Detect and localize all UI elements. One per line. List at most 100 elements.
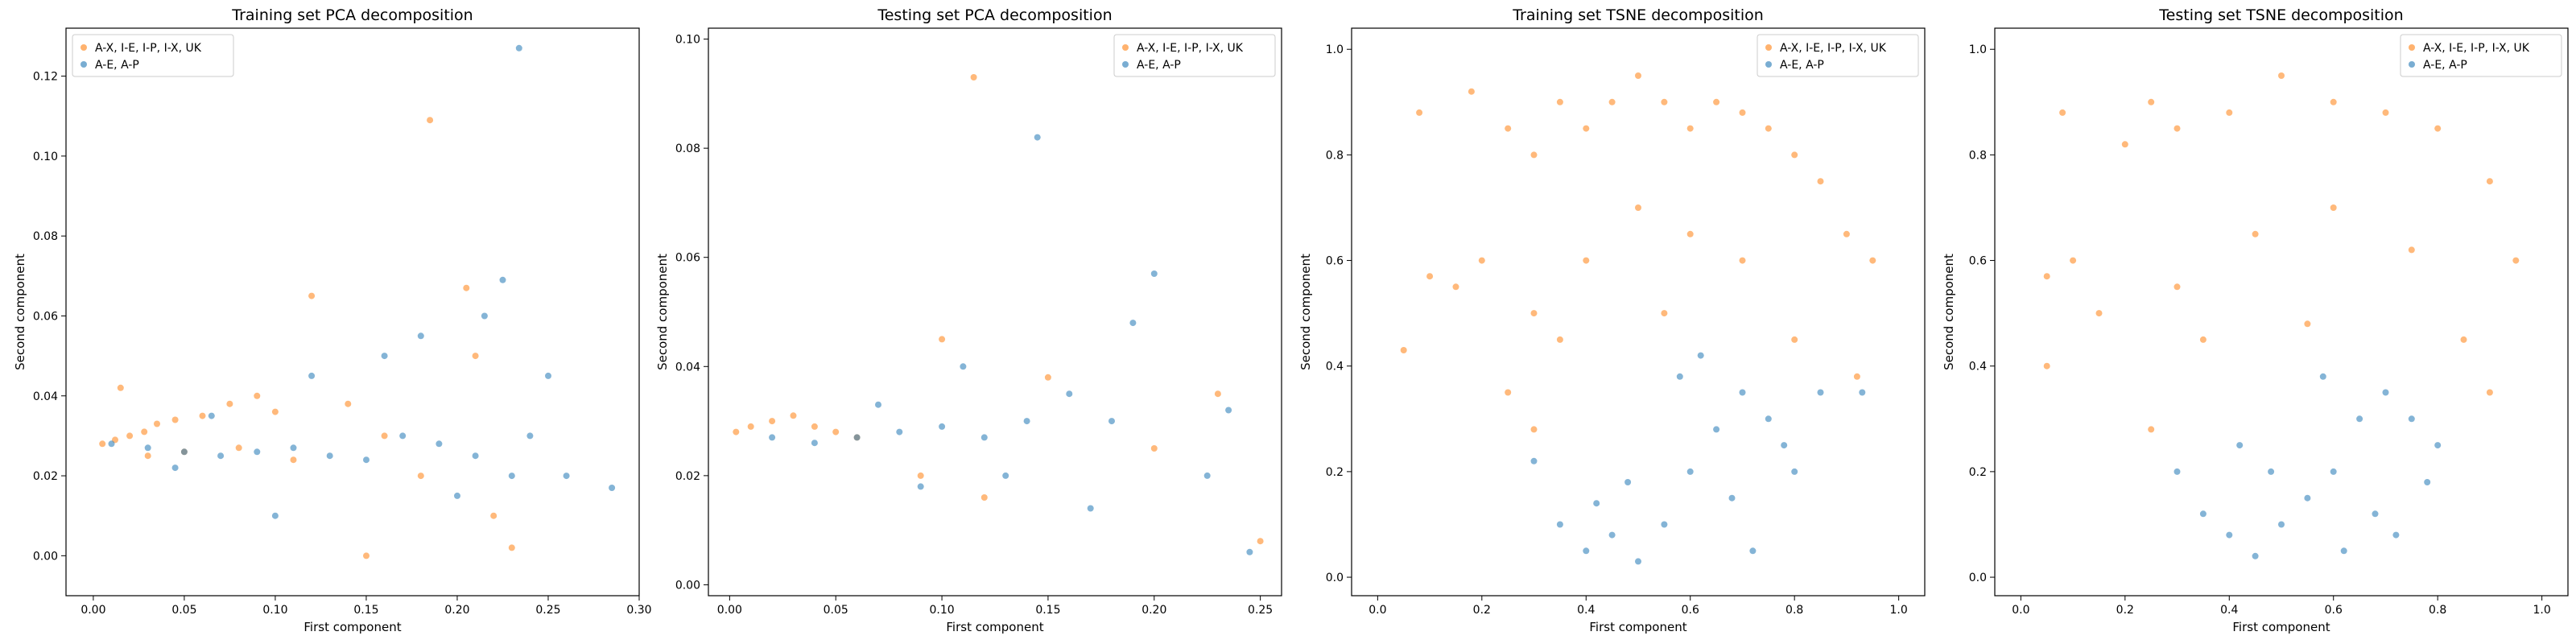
data-point — [1661, 310, 1668, 317]
data-point — [254, 448, 261, 456]
data-point — [2148, 426, 2155, 433]
data-point — [144, 452, 151, 460]
x-tick-label: 0.30 — [626, 604, 651, 617]
x-tick-label: 0.6 — [1682, 604, 1699, 617]
legend-label: A-X, I-E, I-P, I-X, UK — [1137, 42, 1244, 55]
legend-box — [1113, 34, 1276, 77]
data-point — [2121, 141, 2128, 148]
data-point — [2382, 109, 2389, 116]
y-tick-label: 0.2 — [1326, 466, 1344, 479]
data-point — [481, 312, 488, 320]
legend-label: A-E, A-P — [1780, 59, 1824, 72]
data-point — [769, 434, 776, 441]
data-point — [2278, 521, 2285, 528]
data-point — [970, 74, 977, 80]
legend-label: A-X, I-E, I-P, I-X, UK — [2423, 42, 2530, 55]
series-1 — [99, 117, 515, 559]
data-point — [980, 434, 988, 441]
data-point — [180, 448, 188, 456]
data-point — [472, 353, 479, 360]
series-2 — [769, 134, 1253, 555]
x-tick-label: 0.00 — [80, 604, 105, 617]
data-point — [2340, 547, 2347, 555]
data-point — [271, 512, 279, 519]
series-1 — [1400, 72, 1876, 433]
data-point — [99, 440, 106, 448]
data-point — [508, 544, 515, 551]
data-point — [2174, 283, 2181, 291]
x-tick-label: 0.4 — [2220, 604, 2238, 617]
data-point — [980, 494, 988, 501]
data-point — [1150, 270, 1158, 277]
data-point — [1416, 109, 1423, 116]
data-point — [271, 408, 279, 415]
data-point — [1044, 374, 1051, 381]
data-point — [2424, 479, 2431, 485]
data-point — [141, 428, 148, 436]
data-point — [2252, 552, 2259, 559]
plot-frame — [708, 27, 1282, 597]
data-point — [2434, 125, 2442, 132]
x-tick-label: 0.0 — [2012, 604, 2029, 617]
data-point — [490, 512, 497, 519]
data-point — [208, 412, 215, 419]
data-point — [2043, 362, 2050, 369]
data-point — [1791, 336, 1798, 343]
x-tick-label: 0.10 — [929, 604, 954, 617]
data-point — [308, 292, 316, 299]
data-point — [171, 416, 179, 423]
data-point — [2330, 468, 2337, 475]
legend-marker — [1122, 61, 1129, 68]
x-tick-label: 0.8 — [1785, 604, 1803, 617]
chart-title: Testing set TSNE decomposition — [2158, 6, 2403, 24]
data-point — [2278, 72, 2285, 79]
x-tick-label: 0.25 — [535, 604, 560, 617]
data-point — [1608, 531, 1616, 539]
data-point — [1853, 373, 1860, 380]
data-point — [2434, 442, 2442, 449]
data-point — [1739, 257, 1746, 264]
data-point — [1686, 468, 1694, 475]
data-point — [2486, 389, 2493, 396]
data-point — [463, 284, 470, 291]
x-tick-label: 0.20 — [1141, 604, 1166, 617]
y-tick-label: 0.00 — [33, 550, 58, 563]
data-point — [526, 432, 534, 440]
data-point — [235, 444, 242, 452]
data-point — [2408, 246, 2415, 254]
series-2 — [1530, 352, 1866, 565]
data-point — [1676, 373, 1683, 380]
data-point — [2252, 230, 2259, 237]
data-point — [363, 552, 369, 559]
data-point — [363, 456, 369, 464]
data-point — [417, 332, 424, 340]
chart-panel-3: 0.0 0.2 0.4 0.6 0.8 1.0 0.0 0.2 0.4 0.6 0.8 1.0 Trai… — [1298, 6, 1926, 634]
data-point — [217, 452, 225, 460]
data-point — [1661, 98, 1668, 105]
data-point — [154, 420, 160, 427]
y-tick-label: 0.4 — [1969, 361, 1987, 374]
x-tick-label: 0.2 — [2116, 604, 2134, 617]
data-point — [1129, 320, 1137, 327]
data-point — [226, 400, 233, 407]
x-tick-label: 0.25 — [1248, 604, 1273, 617]
x-tick-label: 0.00 — [717, 604, 742, 617]
y-axis-label: Second component — [1942, 254, 1956, 370]
data-point — [1713, 98, 1720, 105]
data-point — [1749, 547, 1757, 555]
data-point — [1257, 538, 1264, 545]
legend-marker — [80, 44, 87, 51]
x-tick-label: 0.2 — [1473, 604, 1491, 617]
data-point — [832, 428, 840, 436]
data-point — [1635, 558, 1641, 565]
data-point — [960, 363, 967, 370]
data-point — [2486, 178, 2493, 185]
data-point — [853, 434, 861, 441]
data-point — [769, 418, 776, 425]
data-point — [2226, 109, 2233, 116]
x-tick-label: 1.0 — [1890, 604, 1908, 617]
series-1 — [733, 74, 1264, 545]
data-point — [1713, 426, 1720, 433]
legend: A-X, I-E, I-P, I-X, UK A-E, A-P — [72, 34, 234, 77]
legend-marker — [2409, 61, 2415, 68]
